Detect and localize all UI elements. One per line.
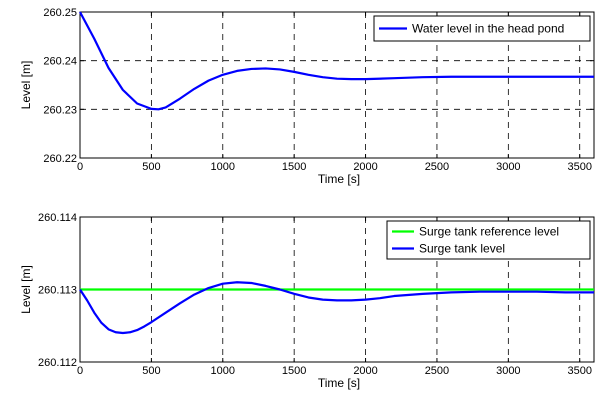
x-tick-label: 3000 [496, 161, 520, 173]
x-tick-label: 3500 [567, 365, 591, 377]
y-axis-label: Level [m] [19, 265, 33, 314]
x-tick-label: 2500 [425, 365, 449, 377]
y-axis-label: Level [m] [19, 61, 33, 110]
x-tick-label: 1500 [282, 365, 306, 377]
x-axis-label: Time [s] [318, 172, 360, 186]
x-tick-label: 500 [142, 161, 160, 173]
y-tick-label: 260.25 [43, 7, 77, 19]
x-tick-label: 3500 [567, 161, 591, 173]
y-tick-label: 260.23 [43, 104, 77, 116]
legend: Water level in the head pond [374, 16, 590, 41]
y-tick-label: 260.112 [38, 357, 77, 369]
x-axis-label: Time [s] [318, 376, 360, 390]
y-tick-label: 260.113 [38, 285, 77, 297]
x-tick-label: 1000 [211, 365, 235, 377]
legend: Surge tank reference level Surge tank lev… [387, 221, 590, 259]
x-tick-label: 3000 [496, 365, 520, 377]
y-tick-label: 260.114 [38, 212, 77, 224]
x-tick-label: 1000 [211, 161, 235, 173]
y-tick-label: 260.24 [43, 56, 77, 68]
x-tick-label: 1500 [282, 161, 306, 173]
x-tick-label: 0 [77, 161, 83, 173]
x-tick-label: 500 [142, 365, 160, 377]
y-tick-label: 260.22 [43, 153, 77, 165]
x-tick-label: 2500 [425, 161, 449, 173]
legend-label: Surge tank reference level [419, 225, 559, 239]
legend-label: Surge tank level [419, 242, 505, 256]
legend-label: Water level in the head pond [412, 22, 564, 36]
x-tick-label: 0 [77, 365, 83, 377]
